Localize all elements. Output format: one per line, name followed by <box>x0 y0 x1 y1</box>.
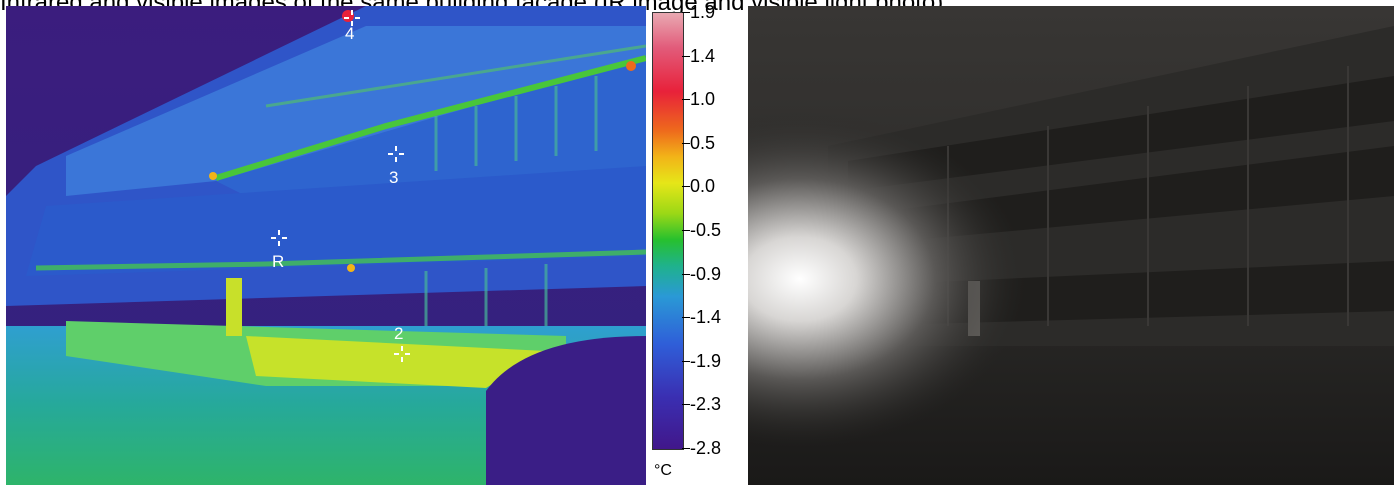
crosshair-icon <box>344 10 360 26</box>
marker-R-label: R <box>272 252 285 271</box>
scale-tick-label: 0.5 <box>690 132 716 153</box>
scale-tick <box>682 360 690 362</box>
crosshair-icon <box>271 230 287 246</box>
scale-tick <box>682 317 690 319</box>
scale-tick <box>682 99 690 101</box>
scale-tick-label: -0.9 <box>690 263 722 284</box>
scale-tick <box>682 448 690 449</box>
scale-unit: °C <box>654 462 672 479</box>
visible-photo <box>748 6 1394 485</box>
scale-tick <box>682 186 690 188</box>
scale-tick-label: 0.0 <box>690 176 716 197</box>
scale-tick <box>682 404 690 406</box>
scale-tick-label: -2.3 <box>690 394 722 415</box>
scale-tick-label: 1.9 <box>690 2 716 22</box>
scale-tick-label: -2.8 <box>690 438 722 458</box>
marker-4-label: 4 <box>345 24 355 43</box>
scale-tick-label: 1.4 <box>690 45 716 66</box>
scale-tick <box>682 230 690 231</box>
scale-tick-label: -1.4 <box>690 307 722 328</box>
crosshair-icon <box>388 146 404 162</box>
scale-tick <box>682 273 690 275</box>
color-scale-bar <box>652 12 684 450</box>
scale-tick-label: -0.5 <box>690 220 722 240</box>
scale-tick-label: -1.9 <box>690 350 722 371</box>
scale-tick <box>682 142 690 144</box>
scale-tick <box>682 55 690 57</box>
thermal-image: 4 3 R 2 <box>6 6 646 485</box>
marker-3-label: 3 <box>389 168 399 187</box>
marker-2-label: 2 <box>394 324 404 343</box>
crosshair-icon <box>394 346 410 362</box>
scale-tick-label: 1.0 <box>690 89 716 110</box>
temperature-scale: 1.9 1.4 1.0 0.5 0.0 -0.5 -0.9 -1.4 -1.9 -2.3 -2.8 … <box>648 2 746 485</box>
scale-tick <box>682 12 690 13</box>
